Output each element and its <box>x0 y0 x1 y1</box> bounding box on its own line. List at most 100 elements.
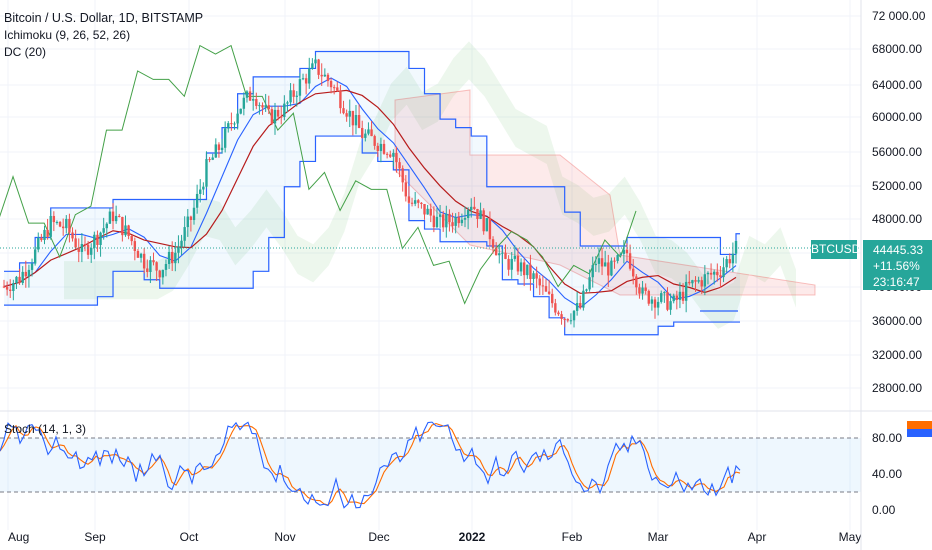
candle-body <box>354 115 358 126</box>
candle-body <box>442 214 445 228</box>
price-tick-label: 36000.00 <box>872 314 922 328</box>
time-tick-label: Mar <box>648 530 669 544</box>
candle-body <box>74 238 77 248</box>
candle-body <box>208 159 211 161</box>
stoch-title[interactable]: Stoch (14, 1, 3) <box>4 422 87 436</box>
candle-body <box>485 218 489 232</box>
candle-body <box>189 216 193 221</box>
stoch-axis[interactable]: 80.00 40.00 0.00 <box>872 431 902 517</box>
candle-body <box>161 269 165 278</box>
candle-body <box>538 278 541 286</box>
candle-body <box>522 262 526 276</box>
candle-body <box>258 105 261 107</box>
price-tick-label: 64000.00 <box>872 78 922 92</box>
candle-body <box>149 260 152 273</box>
donchian-upper <box>4 50 740 272</box>
candle-body <box>395 152 398 163</box>
candle-body <box>205 159 208 187</box>
candle-body <box>694 280 697 282</box>
candle-body <box>174 252 177 264</box>
symbol-tag: BTCUSD <box>811 240 861 259</box>
candle-body <box>30 263 34 270</box>
donchian-legend[interactable]: DC (20) <box>4 45 47 59</box>
candle-body <box>280 116 283 118</box>
time-axis[interactable]: Aug Sep Oct Nov Dec 2022 Feb Mar Apr May <box>8 530 861 544</box>
stoch-band <box>0 438 861 492</box>
candle-body <box>239 108 242 114</box>
candle-body <box>616 255 619 261</box>
candle-body <box>656 301 660 308</box>
candle-body <box>603 262 607 267</box>
candle-body <box>61 226 65 229</box>
candle-body <box>625 249 629 254</box>
ichimoku-legend[interactable]: Ichimoku (9, 26, 52, 26) <box>4 28 131 42</box>
candle-body <box>731 253 735 264</box>
grid-lines <box>0 0 861 530</box>
candle-body <box>445 213 448 228</box>
stochastic-pane <box>0 421 861 509</box>
chart-title[interactable]: Bitcoin / U.S. Dollar, 1D, BITSTAMP <box>4 11 204 25</box>
candle-body <box>510 258 513 270</box>
candle-body <box>647 290 650 304</box>
candle-body <box>202 186 205 190</box>
candle-body <box>227 123 230 129</box>
candle-body <box>155 262 158 271</box>
time-tick-label: 2022 <box>459 530 486 544</box>
candle-body <box>473 206 476 210</box>
candle-body <box>273 109 277 124</box>
candle-body <box>58 221 62 227</box>
candle-body <box>660 293 663 302</box>
candle-body <box>669 301 672 310</box>
candle-body <box>582 290 585 308</box>
time-tick-label: Feb <box>562 530 583 544</box>
candle-body <box>90 247 93 255</box>
candle-body <box>532 273 535 280</box>
candle-body <box>326 74 330 81</box>
candle-body <box>376 145 379 152</box>
candle-body <box>361 127 364 138</box>
last-price: 44445.33 <box>873 243 924 257</box>
candle-body <box>463 217 467 220</box>
candle-body <box>68 218 71 233</box>
candle-body <box>579 303 582 308</box>
time-tick-label: Dec <box>368 530 389 544</box>
candle-body <box>83 244 87 246</box>
candle-body <box>476 209 479 219</box>
candle-body <box>653 299 657 308</box>
candle-body <box>308 68 311 84</box>
stoch-d-line <box>0 422 741 506</box>
candle-body <box>432 215 436 228</box>
candle-body <box>691 280 694 284</box>
price-axis[interactable]: 72 000.00 68000.00 64000.00 60000.00 56000.0… <box>872 9 926 395</box>
candle-body <box>345 113 348 117</box>
symbol-tag-label: BTCUSD <box>811 242 861 256</box>
candle-body <box>575 303 579 311</box>
candle-body <box>563 318 566 320</box>
candle-body <box>267 105 270 110</box>
candle-body <box>641 287 644 294</box>
candle-body <box>311 63 314 69</box>
time-tick-label: May <box>839 530 862 544</box>
countdown: 23:16:47 <box>873 275 920 289</box>
candle-body <box>96 234 99 245</box>
candle-body <box>99 232 102 245</box>
candle-body <box>638 287 641 294</box>
candle-body <box>566 319 569 321</box>
candle-body <box>357 115 361 128</box>
candle-body <box>644 287 647 291</box>
candle-body <box>52 215 56 223</box>
candle-body <box>27 269 31 277</box>
candle-body <box>136 250 140 258</box>
candle-body <box>569 320 573 322</box>
candle-body <box>519 262 523 272</box>
candle-body <box>703 274 707 287</box>
candle-body <box>526 264 529 276</box>
candle-body <box>9 289 12 292</box>
candle-body <box>332 87 336 89</box>
candle-body <box>725 259 728 268</box>
candle-body <box>454 217 457 226</box>
candle-body <box>516 255 520 272</box>
candle-body <box>245 91 249 98</box>
